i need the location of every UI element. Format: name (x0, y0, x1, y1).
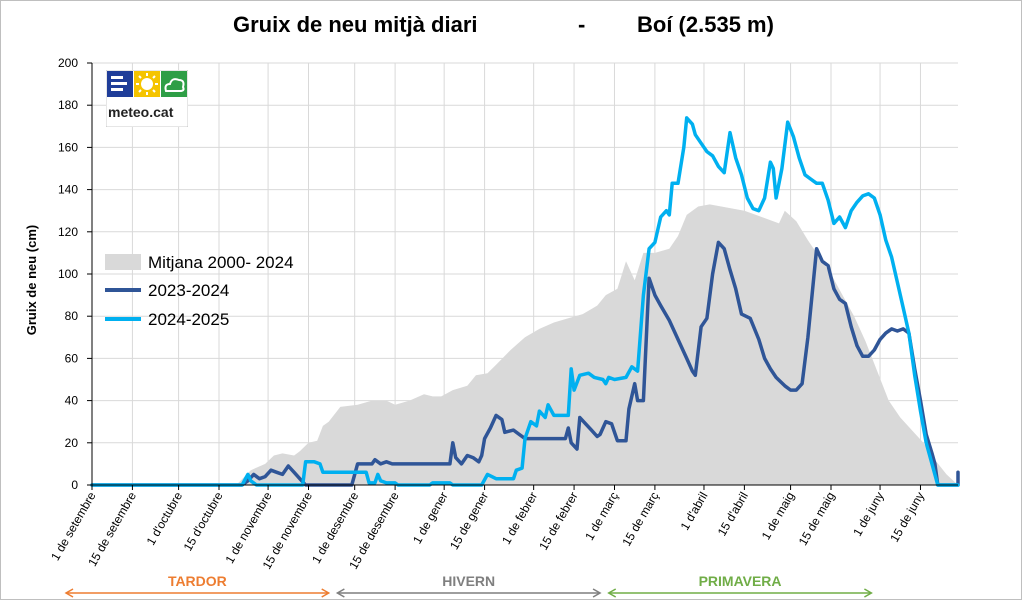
x-tick-label: 15 d'abril (715, 490, 751, 539)
logo-text: meteo.cat (108, 104, 174, 120)
legend-label-2: 2024-2025 (148, 310, 229, 329)
y-tick-label: 60 (65, 351, 79, 365)
x-tick-label: 1 de març (582, 490, 621, 543)
average-area (92, 204, 958, 485)
y-tick-label: 120 (58, 225, 78, 239)
legend-label-0: Mitjana 2000- 2024 (148, 253, 294, 272)
series-1-line (90, 240, 960, 487)
x-tick-label: 15 de maig (796, 490, 838, 548)
season-label-2: PRIMAVERA (699, 573, 782, 589)
x-tick-label: 15 de gener (447, 490, 491, 552)
y-tick-label: 40 (65, 394, 79, 408)
chart-title: Gruix de neu mitjà diari (233, 12, 478, 37)
x-tick-label: 1 de gener (410, 490, 451, 547)
y-axis-label: Gruix de neu (cm) (24, 225, 39, 336)
y-tick-label: 0 (71, 478, 78, 492)
chart-title-station: Boí (2.535 m) (637, 12, 774, 37)
legend-swatch-0 (105, 254, 141, 270)
season-arrowhead-right-0 (321, 588, 331, 598)
x-tick-label: 15 de febrer (536, 490, 580, 553)
season-label-1: HIVERN (442, 573, 495, 589)
y-tick-label: 200 (58, 56, 78, 70)
x-tick-label: 15 de juny (887, 490, 927, 545)
legend-label-1: 2023-2024 (148, 281, 229, 300)
season-label-0: TARDOR (168, 573, 227, 589)
y-tick-label: 80 (65, 309, 79, 323)
season-arrowhead-left-2 (607, 588, 617, 598)
legend: Mitjana 2000- 2024 2023-2024 2024-2025 (105, 253, 294, 329)
season-arrowhead-left-0 (64, 588, 74, 598)
chart-title-separator: - (578, 12, 586, 37)
x-tick-label: 15 de març (619, 490, 661, 549)
x-tick-label: 1 de juny (850, 490, 886, 539)
season-arrowhead-left-1 (335, 588, 345, 598)
y-tick-label: 180 (58, 98, 78, 112)
y-tick-label: 160 (58, 140, 78, 154)
y-tick-label: 140 (58, 183, 78, 197)
x-tick-label: 1 de maig (759, 490, 797, 543)
x-tick-label: 1 d'abril (678, 490, 711, 533)
series-0-area (92, 204, 958, 485)
x-tick-label: 15 d'octubre (181, 489, 226, 553)
season-arrowhead-right-1 (592, 588, 602, 598)
seasons: TARDOR HIVERN PRIMAVERA (64, 573, 873, 598)
x-tick-label: 1 d'octubre (144, 489, 186, 547)
x-tick-label: 1 de febrer (499, 490, 540, 547)
meteocat-logo: meteo.cat (105, 69, 189, 128)
y-tick-label: 20 (65, 436, 79, 450)
y-tick-label: 100 (58, 267, 78, 281)
season-arrowhead-right-2 (864, 588, 873, 598)
